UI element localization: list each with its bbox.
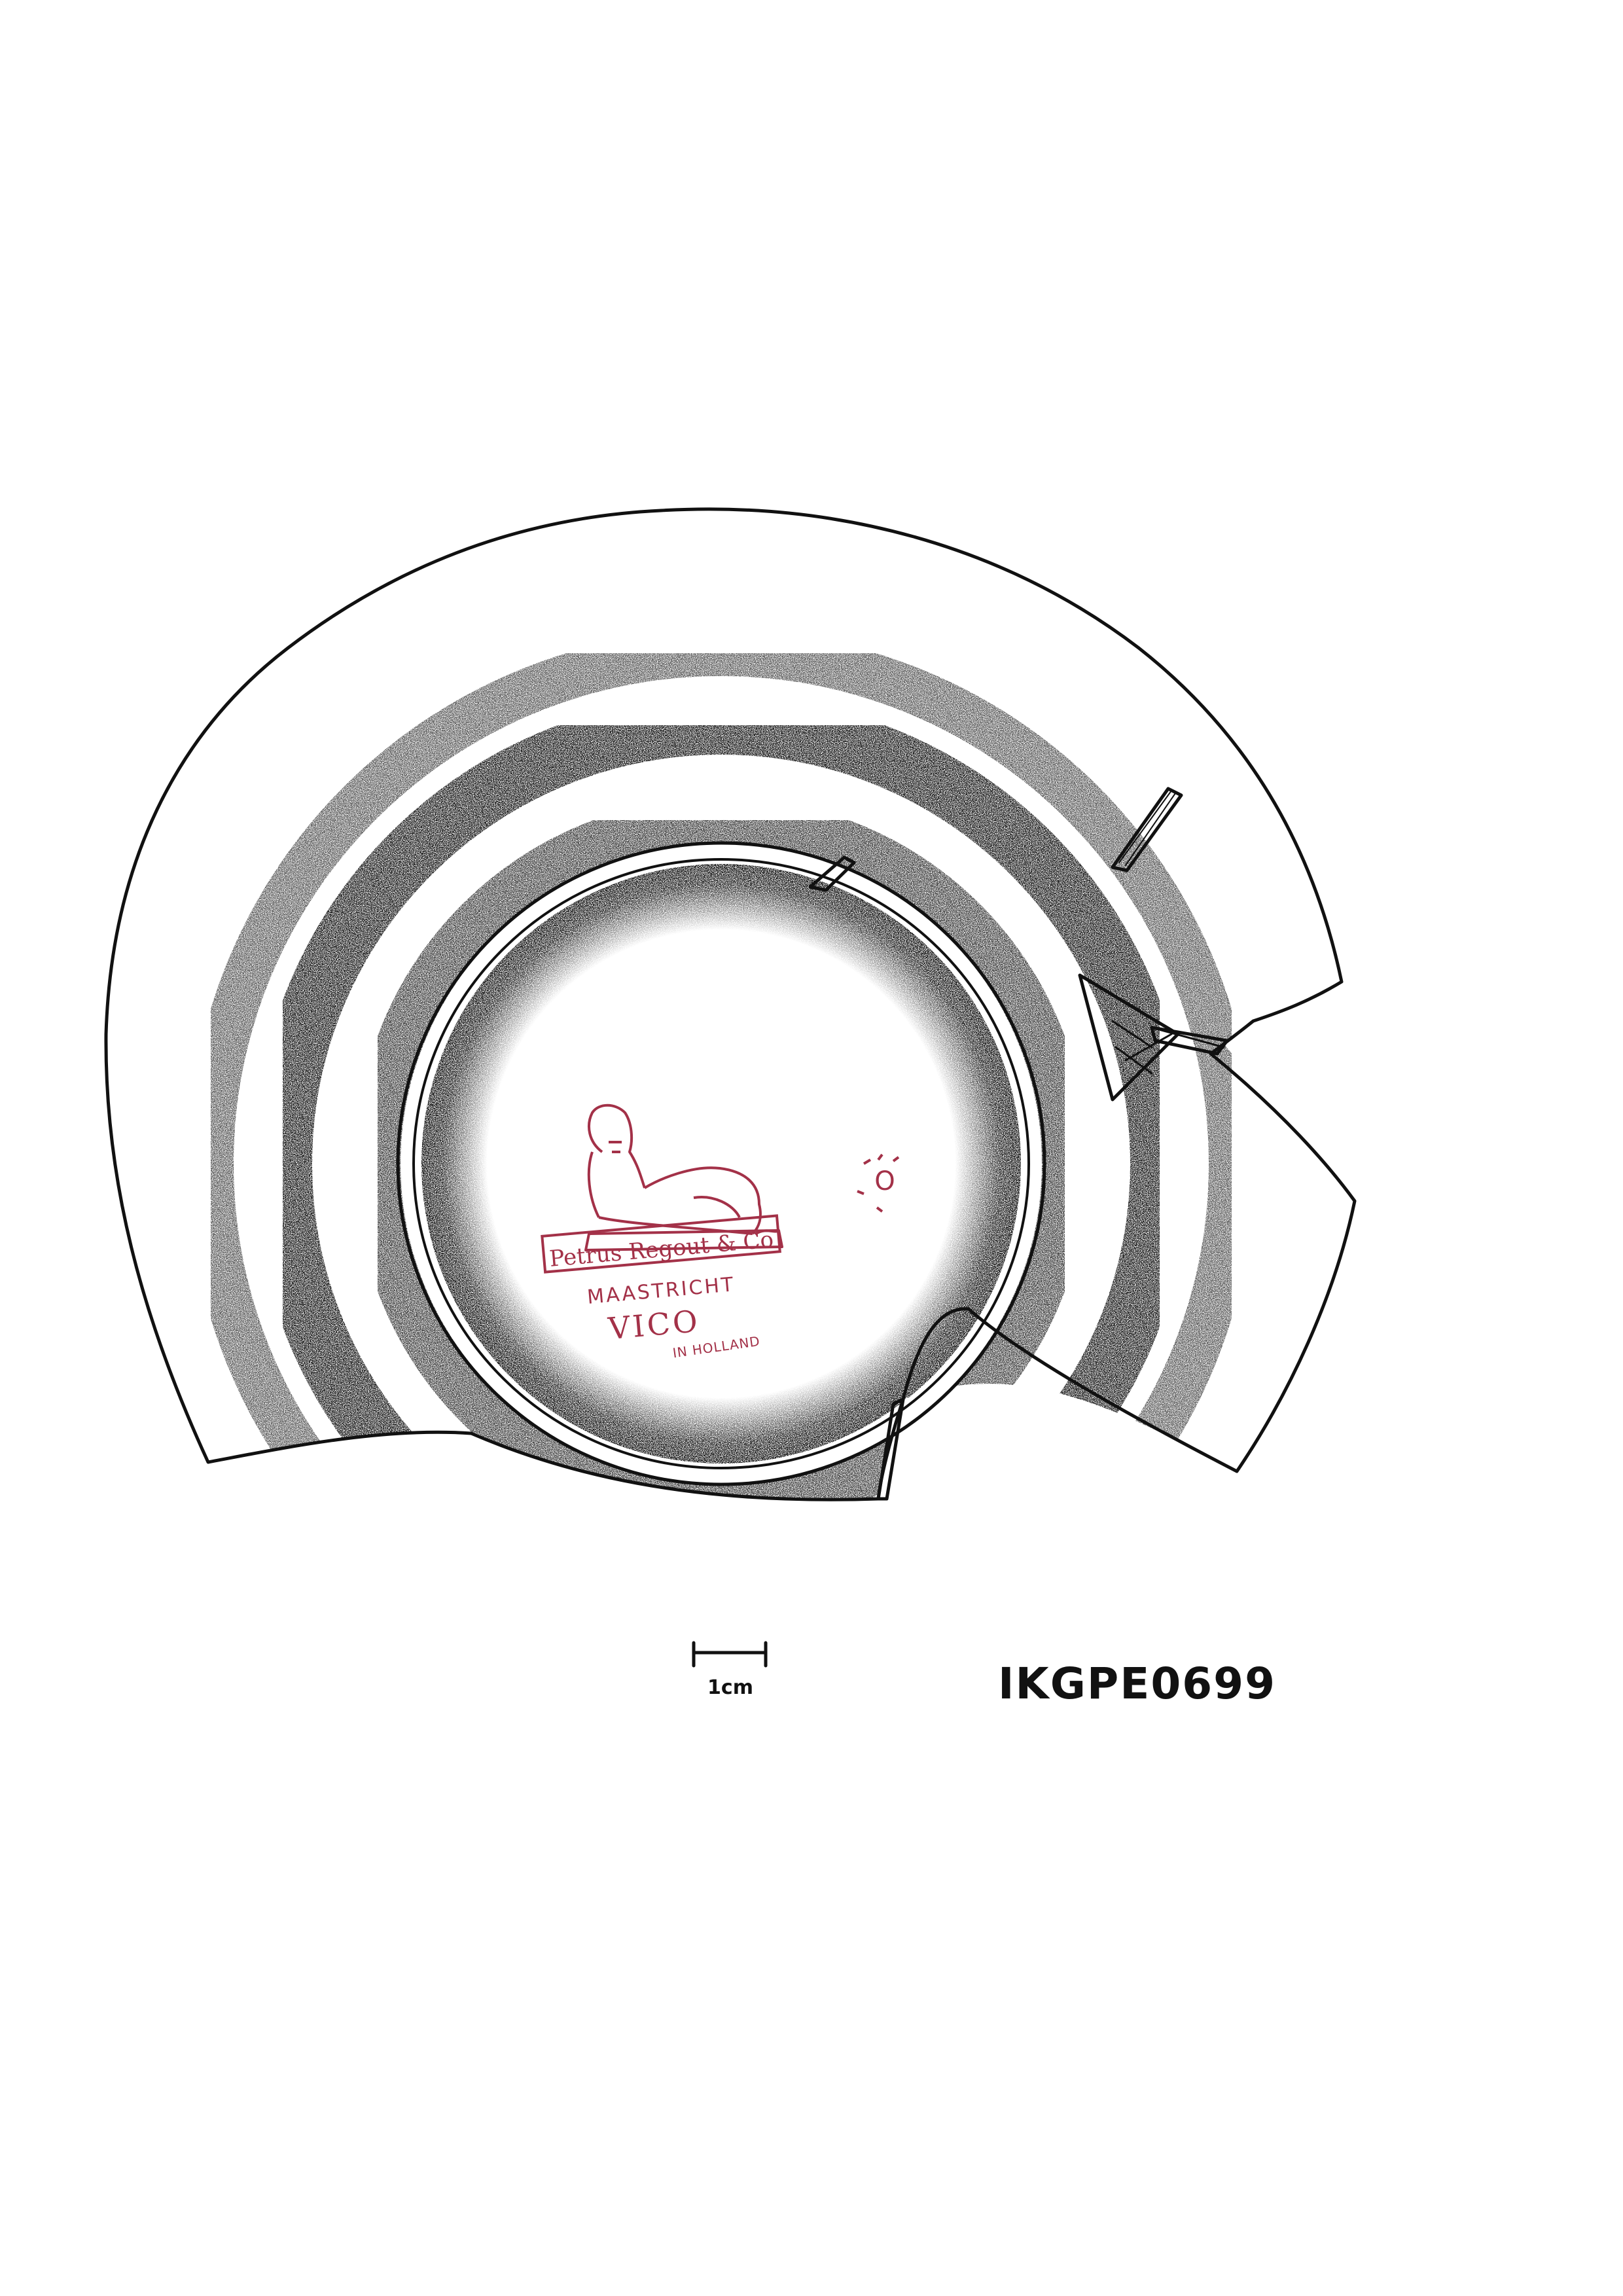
scale-bar-label: 1cm [707, 1676, 753, 1699]
foot-ring-outer [396, 841, 1046, 1486]
break-section-marks [808, 787, 1229, 1501]
catalogue-id: IKGPE0699 [998, 1659, 1276, 1709]
stamp-line-3: VICO [606, 1303, 701, 1346]
scale-bar: 1cm [692, 1641, 768, 1699]
stipple-shading [188, 630, 1255, 1500]
secondary-mark: O [857, 1153, 900, 1213]
secondary-mark-text: O [874, 1166, 895, 1196]
foot-ring-inner [412, 858, 1030, 1469]
